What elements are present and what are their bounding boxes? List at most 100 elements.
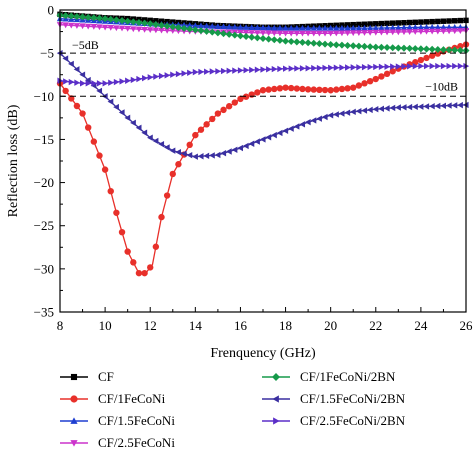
series-marker: [452, 18, 458, 24]
reference-line-label: −10dB: [425, 79, 458, 93]
series-marker: [84, 23, 92, 30]
series-marker: [378, 20, 385, 27]
series-marker: [107, 25, 114, 31]
series-marker: [327, 30, 334, 37]
series-marker: [237, 24, 244, 30]
series-marker: [299, 65, 306, 72]
series-marker: [118, 109, 125, 116]
series-marker: [412, 62, 419, 70]
x-tick-label: 18: [279, 318, 292, 333]
series-marker: [79, 110, 86, 117]
series-marker: [321, 30, 329, 37]
legend-swatch-marker: [272, 373, 280, 381]
series-marker: [214, 110, 222, 117]
series-marker: [153, 73, 160, 80]
series-marker: [141, 269, 148, 277]
series-marker: [327, 24, 334, 31]
series-marker: [316, 24, 323, 31]
series-marker: [445, 28, 453, 35]
reference-line-label: −5dB: [72, 38, 99, 52]
series-marker: [366, 43, 374, 51]
series-marker: [248, 91, 255, 98]
series-marker: [175, 161, 182, 168]
series-marker: [435, 18, 441, 25]
series-marker: [215, 68, 222, 75]
series-marker: [350, 84, 357, 91]
series-marker: [142, 74, 148, 82]
legend-entry: CF/1FeCoNi: [60, 391, 166, 406]
series-marker: [457, 43, 464, 50]
series-marker: [242, 93, 250, 100]
series-marker: [287, 125, 294, 132]
series-marker: [418, 62, 425, 70]
series-marker: [107, 188, 114, 195]
series-marker: [276, 129, 283, 137]
series-marker: [90, 138, 98, 145]
series-marker: [130, 259, 137, 266]
series-marker: [440, 18, 447, 24]
series-marker: [287, 37, 295, 46]
series-marker: [248, 30, 255, 36]
series-marker: [328, 64, 334, 72]
series-marker: [158, 72, 165, 80]
series-marker: [243, 66, 250, 74]
series-marker: [282, 84, 289, 91]
series-marker: [118, 17, 126, 25]
series-marker: [417, 45, 425, 53]
series-marker: [112, 16, 120, 24]
legend-label: CF/2.5FeCoNi/2BN: [300, 413, 406, 428]
series-marker: [293, 30, 301, 37]
series-marker: [429, 62, 436, 70]
series-marker: [187, 69, 193, 76]
series-marker: [124, 248, 131, 255]
series-marker: [62, 87, 69, 95]
series-marker: [338, 24, 346, 31]
legend-label: CF/2.5FeCoNi: [98, 435, 175, 450]
series-marker: [237, 67, 244, 74]
series-marker: [440, 102, 447, 109]
series-marker: [344, 22, 351, 28]
series-marker: [79, 80, 86, 87]
series-marker: [271, 24, 278, 31]
series-marker: [147, 134, 153, 141]
legend-swatch-marker: [273, 417, 280, 425]
series-marker: [434, 28, 442, 35]
series-marker: [124, 25, 131, 32]
series-marker: [377, 43, 385, 51]
series-marker: [174, 24, 182, 32]
legend-label: CF/1FeCoNi/2BN: [300, 369, 396, 384]
series-marker: [373, 63, 379, 71]
series-marker: [389, 104, 396, 112]
series-marker: [428, 24, 436, 30]
series-marker: [68, 22, 75, 29]
series-marker: [423, 28, 430, 35]
series-marker: [305, 65, 312, 72]
series-marker: [383, 105, 390, 112]
series-marker: [299, 85, 306, 93]
series-marker: [91, 80, 98, 87]
series-marker: [333, 64, 340, 71]
series-marker: [237, 95, 244, 103]
series-marker: [197, 126, 205, 133]
legend-swatch-marker: [70, 373, 78, 381]
series-marker: [293, 38, 301, 46]
series-marker: [68, 60, 74, 68]
series-marker: [440, 24, 447, 30]
series-marker: [372, 24, 379, 31]
series-marker: [299, 24, 306, 31]
series-marker: [248, 24, 255, 31]
series-marker: [440, 28, 447, 35]
series-marker: [242, 24, 250, 30]
series-marker: [456, 46, 464, 54]
series-marker: [423, 45, 431, 53]
series-marker: [147, 27, 154, 34]
series-marker: [316, 115, 322, 122]
series-marker: [411, 45, 419, 53]
series-marker: [321, 113, 328, 121]
legend-swatch-marker: [70, 417, 78, 424]
series-marker: [147, 264, 154, 271]
series-marker: [220, 23, 227, 30]
x-tick-label: 14: [189, 318, 203, 333]
series-marker: [298, 38, 306, 46]
